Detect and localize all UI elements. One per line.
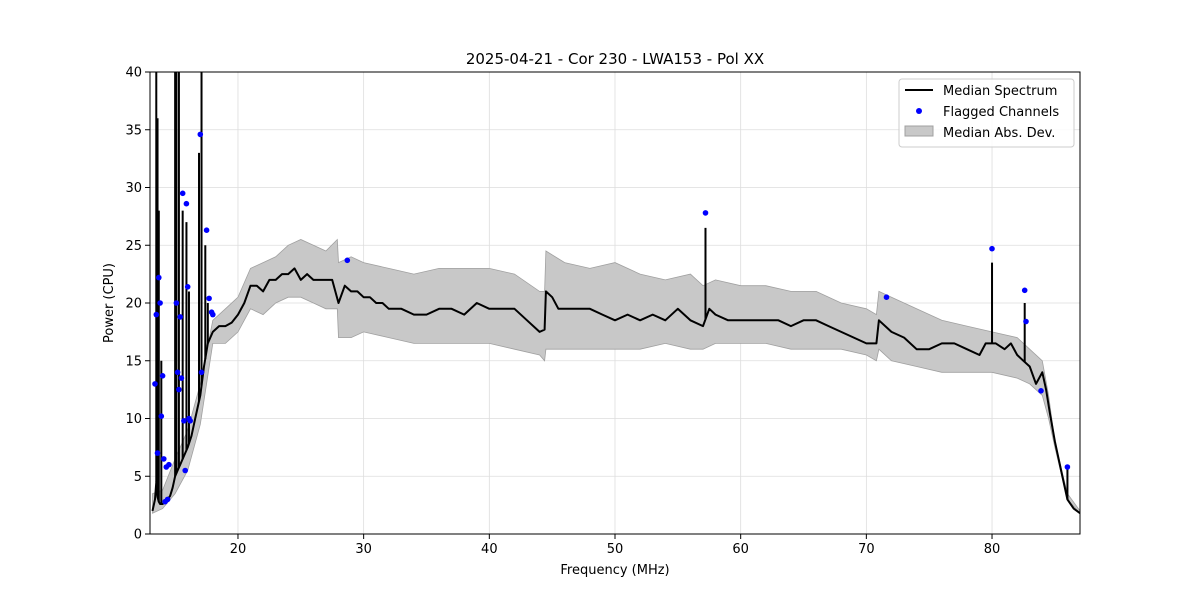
y-tick-label: 30 (125, 181, 142, 196)
median-abs-dev-band (152, 238, 1081, 515)
flagged-channel-point (174, 369, 181, 376)
flagged-channel-point (184, 284, 191, 290)
x-tick-label: 70 (858, 542, 875, 557)
y-tick-label: 15 (125, 354, 142, 369)
flagged-channel-point (166, 461, 172, 468)
legend: Median Spectrum Flagged Channels Median … (898, 78, 1075, 148)
legend-label-flagged-channels: Flagged Channels (943, 105, 1059, 120)
flagged-channel-point (153, 311, 160, 318)
x-tick-label: 20 (230, 542, 247, 557)
y-axis-ticks: 0 5 10 15 20 25 30 35 40 (125, 66, 150, 543)
flagged-channel-point (177, 314, 183, 320)
flagged-channel-point (883, 294, 890, 301)
flagged-channel-point (159, 373, 166, 379)
flagged-channels-points (152, 131, 1071, 505)
flagged-channel-point (1023, 318, 1029, 325)
flagged-channel-point (197, 131, 204, 138)
median-spectrum-path (151, 267, 1081, 515)
y-tick-label: 0 (134, 528, 142, 543)
chart-title: 2025-04-21 - Cor 230 - LWA153 - Pol XX (466, 50, 764, 68)
legend-dot-swatch (916, 108, 922, 114)
grid (150, 71, 1080, 535)
flagged-channel-point (210, 311, 216, 318)
flagged-channel-point (152, 381, 158, 387)
y-axis-label: Power (CPU) (102, 263, 117, 343)
flagged-channel-point (206, 295, 212, 302)
x-axis-label: Frequency (MHz) (560, 563, 669, 578)
legend-patch-swatch (904, 125, 934, 137)
mad-band-area (152, 238, 1081, 515)
flagged-channel-point (203, 227, 210, 233)
x-tick-label: 30 (355, 542, 372, 557)
x-tick-label: 80 (984, 542, 1001, 557)
flagged-channel-point (1064, 464, 1071, 470)
flagged-channel-point (182, 467, 188, 474)
y-tick-label: 40 (125, 66, 142, 81)
y-tick-label: 20 (125, 297, 142, 312)
legend-label-median-spectrum: Median Spectrum (943, 84, 1057, 99)
flagged-channel-point (181, 418, 187, 424)
y-tick-label: 35 (125, 123, 142, 138)
flagged-channel-point (173, 300, 180, 306)
flagged-channel-point (989, 245, 995, 252)
flagged-channel-point (1021, 287, 1028, 294)
x-tick-label: 40 (481, 542, 498, 557)
flagged-channel-point (187, 418, 193, 424)
y-tick-label: 10 (125, 412, 142, 427)
x-tick-label: 50 (607, 542, 624, 557)
flagged-channel-point (156, 274, 162, 281)
flagged-channel-point (344, 257, 351, 264)
x-axis-ticks: 20 30 40 50 60 70 80 (230, 534, 1001, 557)
flagged-channel-point (702, 210, 709, 216)
median-spectrum-line (151, 267, 1081, 515)
flagged-channel-point (154, 450, 161, 456)
flagged-channel-point (198, 369, 205, 376)
flagged-channel-point (176, 386, 182, 393)
legend-label-median-abs-dev: Median Abs. Dev. (943, 126, 1055, 141)
y-tick-label: 25 (125, 239, 142, 254)
flagged-channel-point (178, 375, 185, 381)
flagged-channel-point (157, 300, 163, 306)
flagged-channel-point (158, 413, 165, 420)
flagged-channel-point (179, 190, 186, 197)
legend-box (898, 78, 1075, 148)
flagged-channel-point (161, 456, 167, 462)
x-tick-label: 60 (732, 542, 749, 557)
flagged-channel-point (1038, 388, 1044, 394)
flagged-channel-point (183, 200, 190, 207)
y-tick-label: 5 (134, 470, 142, 485)
flagged-channel-point (164, 496, 171, 503)
